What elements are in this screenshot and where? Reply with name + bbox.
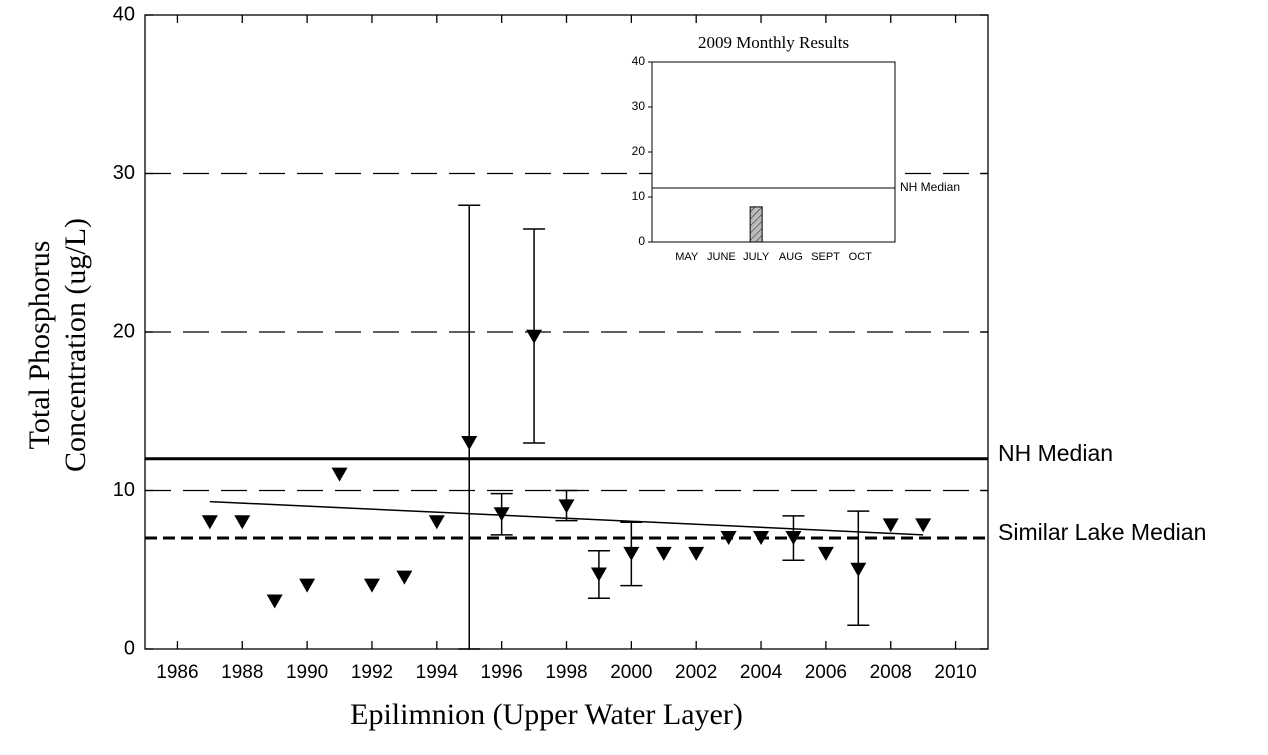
- inset-x-tick-label: AUG: [779, 251, 803, 263]
- data-point: [850, 562, 867, 577]
- x-tick-label: 1994: [416, 662, 459, 683]
- inset-x-tick-label: OCT: [849, 251, 873, 263]
- y-tick-label: 10: [113, 479, 135, 501]
- data-point: [558, 499, 575, 514]
- data-point: [655, 546, 672, 561]
- inset-x-tick-label: MAY: [675, 251, 699, 263]
- x-tick-label: 2002: [675, 662, 717, 683]
- inset-y-tick-label: 0: [638, 234, 645, 248]
- data-point: [299, 578, 316, 593]
- data-point: [915, 518, 932, 533]
- inset-x-tick-label: SEPT: [811, 251, 840, 263]
- data-point: [526, 329, 543, 344]
- y-tick-label: 30: [113, 162, 135, 184]
- x-tick-label: 2008: [870, 662, 912, 683]
- data-point: [882, 518, 899, 533]
- inset-y-tick-label: 40: [632, 54, 646, 68]
- y-tick-label: 40: [113, 3, 135, 25]
- data-point: [331, 467, 348, 482]
- y-axis-label: Total Phosphorus: [23, 241, 56, 450]
- x-tick-label: 2004: [740, 662, 783, 683]
- data-point: [623, 546, 640, 561]
- inset-frame: [651, 61, 896, 243]
- reference-label: Similar Lake Median: [998, 519, 1206, 545]
- x-tick-label: 1988: [221, 662, 263, 683]
- inset-y-tick-label: 20: [632, 144, 646, 158]
- data-point: [590, 567, 607, 582]
- data-point: [201, 515, 218, 530]
- inset-y-tick-label: 30: [632, 99, 646, 113]
- inset-x-tick-label: JULY: [743, 251, 770, 263]
- data-point: [753, 531, 770, 546]
- x-tick-label: 1990: [286, 662, 328, 683]
- data-point: [688, 546, 705, 561]
- y-axis-label: Concentration (ug/L): [59, 218, 92, 472]
- data-point: [363, 578, 380, 593]
- y-tick-label: 20: [113, 320, 135, 342]
- x-tick-label: 2000: [610, 662, 652, 683]
- x-tick-label: 1986: [156, 662, 198, 683]
- data-point: [785, 531, 802, 546]
- x-tick-label: 1992: [351, 662, 393, 683]
- x-axis-label: Epilimnion (Upper Water Layer): [350, 698, 743, 731]
- inset-x-tick-label: JUNE: [707, 251, 736, 263]
- data-point: [720, 531, 737, 546]
- data-point: [461, 435, 478, 450]
- x-tick-label: 2010: [934, 662, 976, 683]
- reference-label: NH Median: [998, 440, 1113, 466]
- x-tick-label: 1998: [545, 662, 587, 683]
- data-point: [428, 515, 445, 530]
- data-point: [817, 546, 834, 561]
- data-point: [396, 570, 413, 585]
- data-point: [493, 507, 510, 522]
- inset-reference-label: NH Median: [900, 180, 960, 194]
- inset-bar: [749, 206, 763, 243]
- x-tick-label: 1996: [481, 662, 523, 683]
- x-tick-label: 2006: [805, 662, 847, 683]
- inset-title: 2009 Monthly Results: [698, 33, 849, 52]
- data-point: [234, 515, 251, 530]
- y-tick-label: 0: [124, 637, 135, 659]
- data-point: [266, 594, 283, 609]
- inset-y-tick-label: 10: [632, 189, 646, 203]
